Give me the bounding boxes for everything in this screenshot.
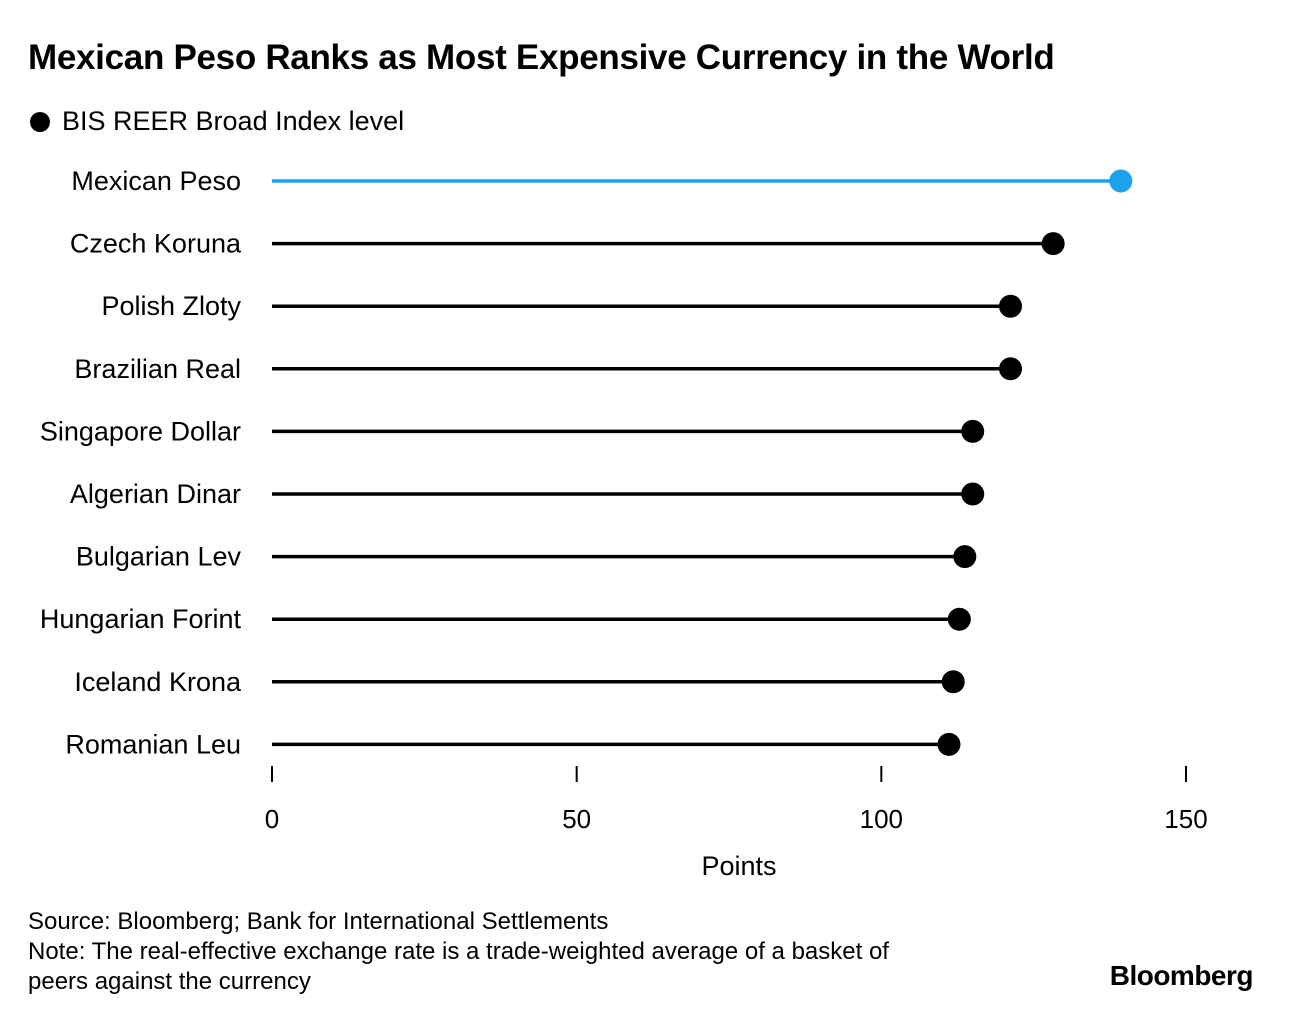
bloomberg-logo: Bloomberg: [1109, 960, 1254, 991]
legend-label: BIS REER Broad Index level: [62, 106, 405, 136]
note-line-2: peers against the currency: [28, 968, 311, 995]
x-tick-label: 0: [265, 804, 279, 834]
lollipop-dot: [1041, 232, 1065, 256]
lollipop-dot: [961, 482, 985, 506]
category-label: Hungarian Forint: [40, 604, 242, 634]
category-label: Polish Zloty: [101, 291, 241, 321]
x-tick-label: 100: [860, 804, 903, 834]
category-label: Iceland Krona: [74, 667, 242, 697]
lollipop-dot: [941, 670, 965, 694]
category-label: Mexican Peso: [71, 166, 241, 196]
source-note: Source: Bloomberg; Bank for Internationa…: [28, 908, 609, 935]
lollipop-dot: [999, 357, 1023, 381]
legend: BIS REER Broad Index level: [30, 106, 404, 137]
chart-title: Mexican Peso Ranks as Most Expensive Cur…: [28, 38, 1055, 77]
lollipop-dot: [961, 419, 985, 443]
lollipop-dot: [947, 607, 971, 631]
lollipop-chart: Mexican Peso Czech Koruna Polish Zloty Braz…: [40, 166, 1208, 881]
x-tick-label: 50: [562, 804, 591, 834]
legend-marker: [30, 112, 50, 132]
category-label: Romanian Leu: [65, 729, 241, 759]
lollipop-dot: [999, 294, 1023, 318]
lollipop-dot: [937, 732, 961, 756]
category-label: Brazilian Real: [74, 354, 241, 384]
chart-footer: Source: Bloomberg; Bank for Internationa…: [28, 907, 889, 997]
note-line-1: Note: The real-effective exchange rate i…: [28, 938, 889, 965]
category-label: Algerian Dinar: [70, 479, 241, 509]
lollipop-dot: [1109, 169, 1133, 193]
lollipop-dot: [953, 545, 977, 569]
x-axis-label: Points: [701, 851, 776, 881]
category-label: Bulgarian Lev: [76, 542, 242, 572]
category-label: Singapore Dollar: [40, 416, 241, 446]
x-tick-label: 150: [1164, 804, 1207, 834]
category-label: Czech Koruna: [70, 229, 242, 259]
